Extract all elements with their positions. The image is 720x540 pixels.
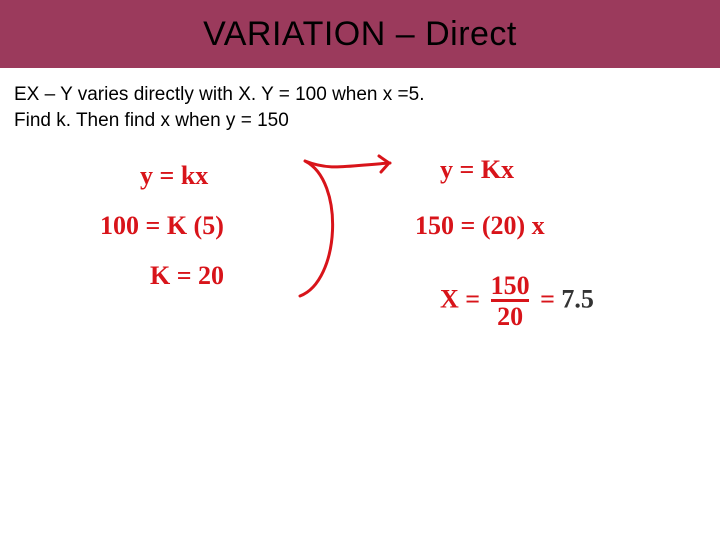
right-eq1: y = Kx [440, 155, 514, 185]
right-eq3-denominator: 20 [491, 299, 529, 330]
problem-line-1: EX – Y varies directly with X. Y = 100 w… [14, 82, 706, 108]
problem-line-2: Find k. Then find x when y = 150 [14, 108, 706, 134]
right-eq3-lhs: X = [440, 285, 480, 314]
connector-arrow-icon [285, 151, 415, 311]
final-answer: 7.5 [561, 285, 594, 314]
right-eq3-numerator: 150 [487, 273, 534, 299]
slide-header: VARIATION – Direct [0, 0, 720, 68]
right-eq3-fraction: 150 20 [487, 273, 534, 330]
right-eq3-equals: = [540, 285, 561, 314]
left-eq1: y = kx [140, 161, 208, 191]
work-area: y = kx 100 = K (5) K = 20 y = Kx 150 = (… [0, 133, 720, 513]
slide-title: VARIATION – Direct [203, 15, 517, 54]
right-eq3: X = 150 20 = 7.5 [440, 273, 594, 330]
right-eq2: 150 = (20) x [415, 211, 545, 241]
left-eq2: 100 = K (5) [100, 211, 224, 241]
problem-statement: EX – Y varies directly with X. Y = 100 w… [0, 68, 720, 133]
left-eq3: K = 20 [150, 261, 224, 291]
